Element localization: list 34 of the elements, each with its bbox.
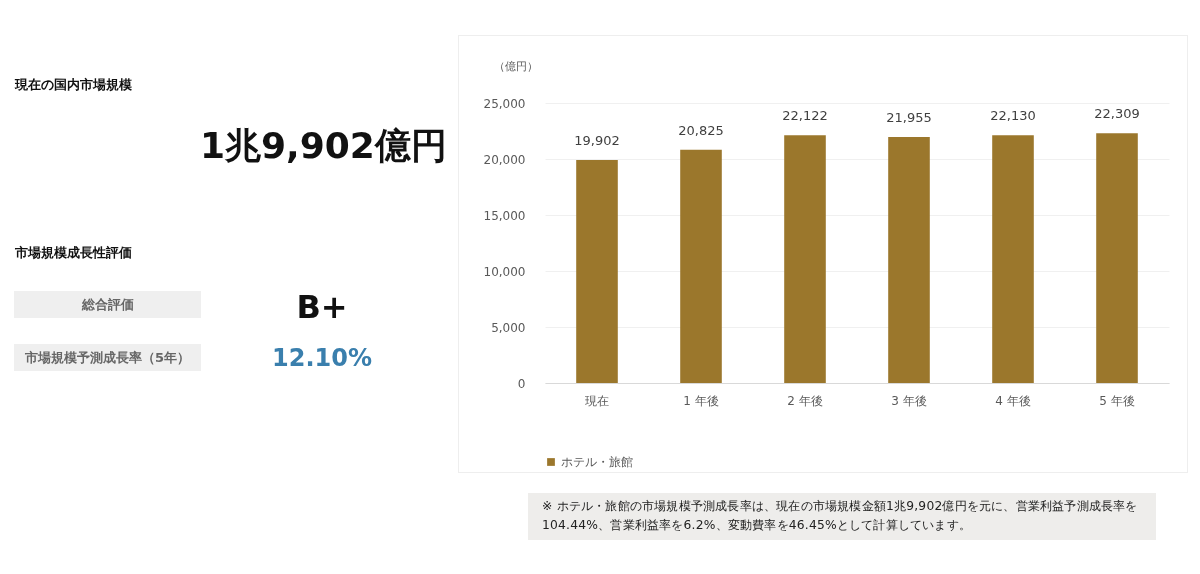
data-label: 21,955 (886, 110, 932, 126)
data-label: 19,902 (574, 133, 620, 149)
y-tick-label: 15,000 (483, 208, 526, 223)
y-tick-label: 0 (517, 376, 526, 391)
data-label: 20,825 (678, 122, 724, 138)
text: 1兆9,902億円 (200, 124, 447, 168)
text: 市場規模成長性評価 (15, 244, 132, 262)
data-label: 22,309 (1094, 106, 1140, 122)
data-label: 22,122 (782, 108, 828, 124)
bar (576, 160, 618, 383)
x-tick-label: 2 年後 (787, 393, 823, 408)
x-tick-label: 現在 (585, 393, 609, 408)
text: 現在の国内市場規模 (15, 76, 132, 94)
text: B+ (295, 288, 349, 326)
y-tick-label: 5,000 (491, 320, 526, 335)
data-label: 22,130 (990, 108, 1036, 124)
y-tick-label: 10,000 (483, 264, 526, 279)
bar (1096, 133, 1138, 383)
y-tick-label: 20,000 (483, 152, 526, 167)
text: ※ ホテル・旅館の市場規模予測成長率は、現在の市場規模金額1兆9,902億円を元に、営業利益予測成長率を104.44%、営業利益率を6.2%、変動費率を46.45%として計算しています。 (528, 493, 1156, 540)
y-tick-label: 25,000 (483, 96, 526, 111)
bar (680, 149, 722, 383)
x-tick-label: 1 年後 (683, 393, 719, 408)
x-tick-label: 5 年後 (1099, 393, 1135, 408)
x-tick-label: 3 年後 (891, 393, 927, 408)
bar (784, 135, 826, 383)
text: 12.10% (271, 344, 373, 372)
y-axis-title: （億円） (493, 59, 538, 73)
bar (888, 137, 930, 383)
text: 総合評価 (14, 291, 201, 318)
legend-label: ホテル・旅館 (561, 455, 633, 469)
bar (992, 135, 1034, 383)
text: 市場規模予測成長率（5年） (14, 344, 201, 371)
x-tick-label: 4 年後 (995, 393, 1031, 408)
